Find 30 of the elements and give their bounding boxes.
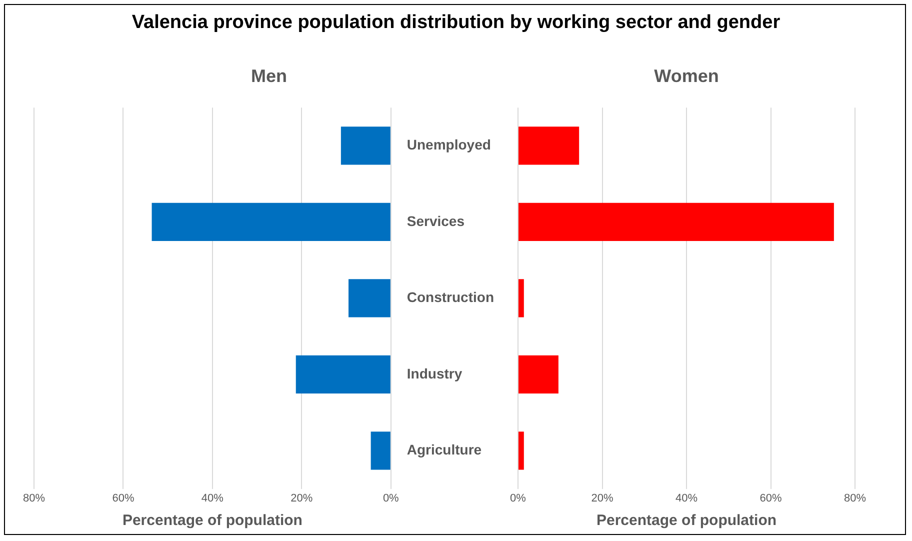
- bar: [518, 126, 580, 165]
- y-tick-label: Industry: [406, 365, 462, 382]
- x-tick-label: 60%: [760, 492, 782, 504]
- x-tick-label: 0%: [510, 492, 526, 504]
- chart-title: Women: [654, 66, 719, 86]
- x-tick-label: 40%: [675, 492, 698, 504]
- x-tick-label: 80%: [844, 492, 866, 504]
- y-tick-label: Construction: [406, 289, 494, 306]
- x-tick-label: 80%: [22, 492, 46, 504]
- x-axis-title: Percentage of population: [122, 512, 302, 530]
- bar: [348, 279, 390, 318]
- bar: [370, 432, 390, 470]
- bar: [518, 432, 524, 470]
- bar: [518, 355, 558, 394]
- bar: [340, 126, 390, 165]
- x-tick-label: 60%: [112, 492, 134, 504]
- y-tick-label: Agriculture: [406, 442, 482, 458]
- x-tick-label: 40%: [201, 492, 224, 504]
- chart-subtitle: Men: [251, 66, 287, 86]
- bar: [152, 202, 390, 242]
- y-tick-label: Services: [406, 212, 465, 229]
- x-tick-label: 0%: [382, 492, 400, 504]
- bar: [296, 355, 390, 394]
- x-tick-label: 20%: [290, 492, 313, 504]
- bar: [518, 202, 834, 242]
- bar: [518, 279, 524, 318]
- x-tick-label: 20%: [591, 492, 614, 504]
- text: Valencia province population distribution by working sector and gender: [130, 12, 782, 34]
- x-axis-title: Percentage of population: [596, 512, 777, 530]
- y-tick-label: Unemployed: [406, 136, 491, 153]
